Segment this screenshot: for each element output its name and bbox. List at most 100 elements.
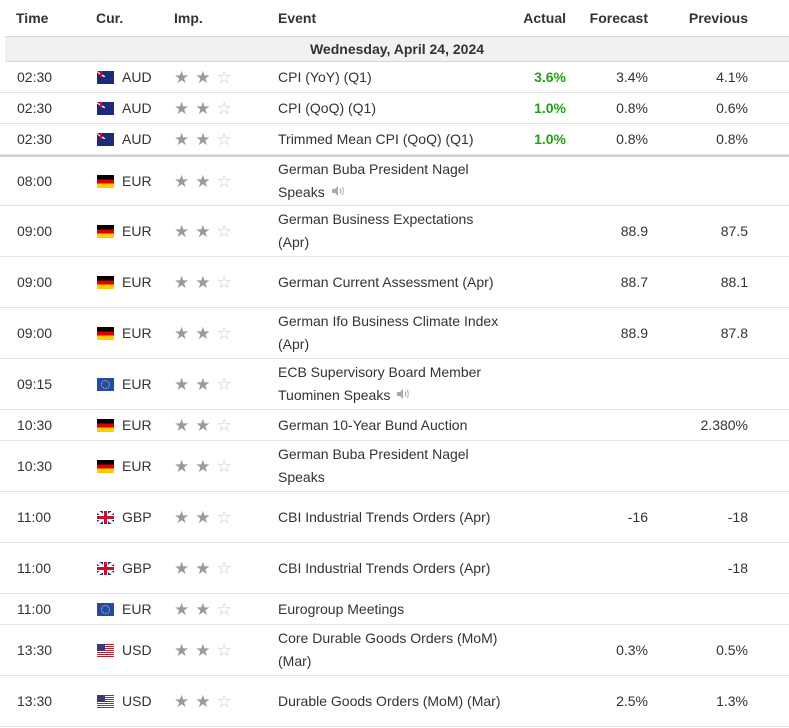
star-icon: ★ bbox=[174, 374, 190, 394]
importance-rating: ★ ★ ☆ bbox=[172, 100, 278, 117]
event-actual: 3.6% bbox=[534, 69, 566, 85]
event-name[interactable]: ECB Supervisory Board Member Tuominen Sp… bbox=[278, 361, 506, 408]
header-forecast[interactable]: Forecast bbox=[589, 10, 648, 26]
importance-rating: ★ ★ ☆ bbox=[172, 642, 278, 659]
table-row[interactable]: 02:30 AUD ★ ★ ☆ CPI (YoY) (Q1) 3.6% 3.4% 4.1% bbox=[0, 62, 789, 93]
table-row[interactable]: 13:30 USD ★ ★ ☆ Core Durable Goods Orders (Mo… bbox=[0, 625, 789, 676]
event-time: 13:30 bbox=[17, 642, 53, 658]
star-icon: ★ bbox=[174, 272, 190, 292]
header-importance[interactable]: Imp. bbox=[174, 10, 203, 26]
importance-rating: ★ ★ ☆ bbox=[172, 223, 278, 240]
table-row[interactable]: 08:00 EUR ★ ★ ☆ German Buba President Nagel S… bbox=[0, 155, 789, 206]
event-currency: USD bbox=[92, 693, 172, 709]
event-title[interactable]: CBI Industrial Trends Orders (Apr) bbox=[278, 508, 491, 525]
event-title[interactable]: Trimmed Mean CPI (QoQ) (Q1) bbox=[278, 130, 474, 147]
event-title[interactable]: German Business Expectations (Apr) bbox=[278, 211, 474, 250]
event-currency: GBP bbox=[92, 509, 172, 525]
event-title[interactable]: CBI Industrial Trends Orders (Apr) bbox=[278, 559, 491, 576]
event-title[interactable]: Durable Goods Orders (MoM) (Mar) bbox=[278, 692, 501, 709]
de-flag-icon bbox=[97, 224, 114, 238]
table-row[interactable]: 13:30 USD ★ ★ ☆ Durable Goods Orders (MoM) (M… bbox=[0, 676, 789, 727]
table-row[interactable]: 11:00 GBP ★ ★ ☆ CBI Industrial Trends Orders … bbox=[0, 543, 789, 594]
event-title[interactable]: ECB Supervisory Board Member Tuominen Sp… bbox=[278, 363, 482, 403]
table-row[interactable]: 02:30 AUD ★ ★ ☆ CPI (QoQ) (Q1) 1.0% 0.8% 0.6% bbox=[0, 93, 789, 124]
table-row[interactable]: 10:30 EUR ★ ★ ☆ German 10-Year Bund Auction 2.… bbox=[0, 410, 789, 441]
eu-flag-icon bbox=[97, 377, 114, 391]
star-icon: ★ bbox=[174, 640, 190, 660]
star-icon: ★ bbox=[195, 640, 211, 660]
event-title[interactable]: CPI (QoQ) (Q1) bbox=[278, 99, 377, 116]
event-currency: USD bbox=[92, 642, 172, 658]
event-currency: EUR bbox=[92, 601, 172, 617]
event-name[interactable]: Durable Goods Orders (MoM) (Mar) bbox=[278, 690, 506, 713]
currency-code: USD bbox=[122, 642, 152, 658]
currency-code: EUR bbox=[122, 376, 152, 392]
importance-rating: ★ ★ ☆ bbox=[172, 417, 278, 434]
star-icon: ★ bbox=[195, 98, 211, 118]
header-previous[interactable]: Previous bbox=[688, 10, 748, 26]
event-name[interactable]: CBI Industrial Trends Orders (Apr) bbox=[278, 557, 506, 580]
star-icon: ☆ bbox=[216, 129, 232, 149]
event-title[interactable]: German Current Assessment (Apr) bbox=[278, 273, 494, 290]
event-name[interactable]: Trimmed Mean CPI (QoQ) (Q1) bbox=[278, 128, 506, 151]
table-row[interactable]: 11:00 GBP ★ ★ ☆ CBI Industrial Trends Orders … bbox=[0, 492, 789, 543]
star-icon: ☆ bbox=[216, 507, 232, 527]
importance-rating: ★ ★ ☆ bbox=[172, 693, 278, 710]
de-flag-icon bbox=[97, 174, 114, 188]
event-name[interactable]: German Current Assessment (Apr) bbox=[278, 271, 506, 294]
event-title[interactable]: German Buba President Nagel Speaks bbox=[278, 446, 469, 485]
event-previous: 0.5% bbox=[716, 642, 748, 658]
event-actual: 1.0% bbox=[534, 100, 566, 116]
star-icon: ★ bbox=[195, 323, 211, 343]
event-currency: EUR bbox=[92, 458, 172, 474]
event-name[interactable]: CPI (YoY) (Q1) bbox=[278, 66, 506, 89]
event-name[interactable]: Eurogroup Meetings bbox=[278, 598, 506, 621]
event-previous: 4.1% bbox=[716, 69, 748, 85]
event-name[interactable]: German Buba President Nagel Speaks bbox=[278, 158, 506, 205]
star-icon: ★ bbox=[174, 456, 190, 476]
event-time: 02:30 bbox=[17, 100, 53, 116]
table-row[interactable]: 09:00 EUR ★ ★ ☆ German Ifo Business Climate I… bbox=[0, 308, 789, 359]
header-currency[interactable]: Cur. bbox=[96, 10, 124, 26]
star-icon: ☆ bbox=[216, 221, 232, 241]
star-icon: ★ bbox=[174, 67, 190, 87]
event-currency: AUD bbox=[92, 100, 172, 116]
event-name[interactable]: Core Durable Goods Orders (MoM) (Mar) bbox=[278, 627, 506, 673]
table-row[interactable]: 09:00 EUR ★ ★ ☆ German Current Assessment (Ap… bbox=[0, 257, 789, 308]
event-title[interactable]: German Ifo Business Climate Index (Apr) bbox=[278, 313, 499, 352]
event-currency: EUR bbox=[92, 173, 172, 189]
star-icon: ★ bbox=[174, 98, 190, 118]
event-name[interactable]: German 10-Year Bund Auction bbox=[278, 414, 506, 437]
table-row[interactable]: 11:00 EUR ★ ★ ☆ Eurogroup Meetings bbox=[0, 594, 789, 625]
de-flag-icon bbox=[97, 459, 114, 473]
table-row[interactable]: 02:30 AUD ★ ★ ☆ Trimmed Mean CPI (QoQ) (Q1) 1.… bbox=[0, 124, 789, 155]
header-event[interactable]: Event bbox=[278, 9, 317, 26]
event-title[interactable]: German Buba President Nagel Speaks bbox=[278, 160, 469, 200]
event-title[interactable]: CPI (YoY) (Q1) bbox=[278, 68, 372, 85]
event-name[interactable]: German Buba President Nagel Speaks bbox=[278, 443, 506, 489]
event-name[interactable]: German Ifo Business Climate Index (Apr) bbox=[278, 310, 506, 356]
us-flag-icon bbox=[97, 694, 114, 708]
event-time: 09:00 bbox=[17, 274, 53, 290]
event-name[interactable]: CBI Industrial Trends Orders (Apr) bbox=[278, 506, 506, 529]
event-title[interactable]: Eurogroup Meetings bbox=[278, 600, 405, 617]
event-time: 02:30 bbox=[17, 69, 53, 85]
event-title[interactable]: Core Durable Goods Orders (MoM) (Mar) bbox=[278, 630, 498, 669]
currency-code: EUR bbox=[122, 274, 152, 290]
table-row[interactable]: 10:30 EUR ★ ★ ☆ German Buba President Nagel S… bbox=[0, 441, 789, 492]
table-row[interactable]: 09:00 EUR ★ ★ ☆ German Business Expectations … bbox=[0, 206, 789, 257]
event-time: 08:00 bbox=[17, 173, 53, 189]
table-row[interactable]: 09:15 EUR ★ ★ ☆ ECB Supervisory Board Member … bbox=[0, 359, 789, 410]
importance-rating: ★ ★ ☆ bbox=[172, 376, 278, 393]
event-title[interactable]: German 10-Year Bund Auction bbox=[278, 416, 468, 433]
header-time[interactable]: Time bbox=[16, 10, 49, 26]
event-name[interactable]: CPI (QoQ) (Q1) bbox=[278, 97, 506, 120]
event-actual: 1.0% bbox=[534, 131, 566, 147]
event-name[interactable]: German Business Expectations (Apr) bbox=[278, 208, 506, 254]
star-icon: ★ bbox=[174, 691, 190, 711]
star-icon: ★ bbox=[174, 558, 190, 578]
star-icon: ★ bbox=[195, 374, 211, 394]
currency-code: EUR bbox=[122, 458, 152, 474]
header-actual[interactable]: Actual bbox=[523, 10, 566, 26]
star-icon: ☆ bbox=[216, 558, 232, 578]
